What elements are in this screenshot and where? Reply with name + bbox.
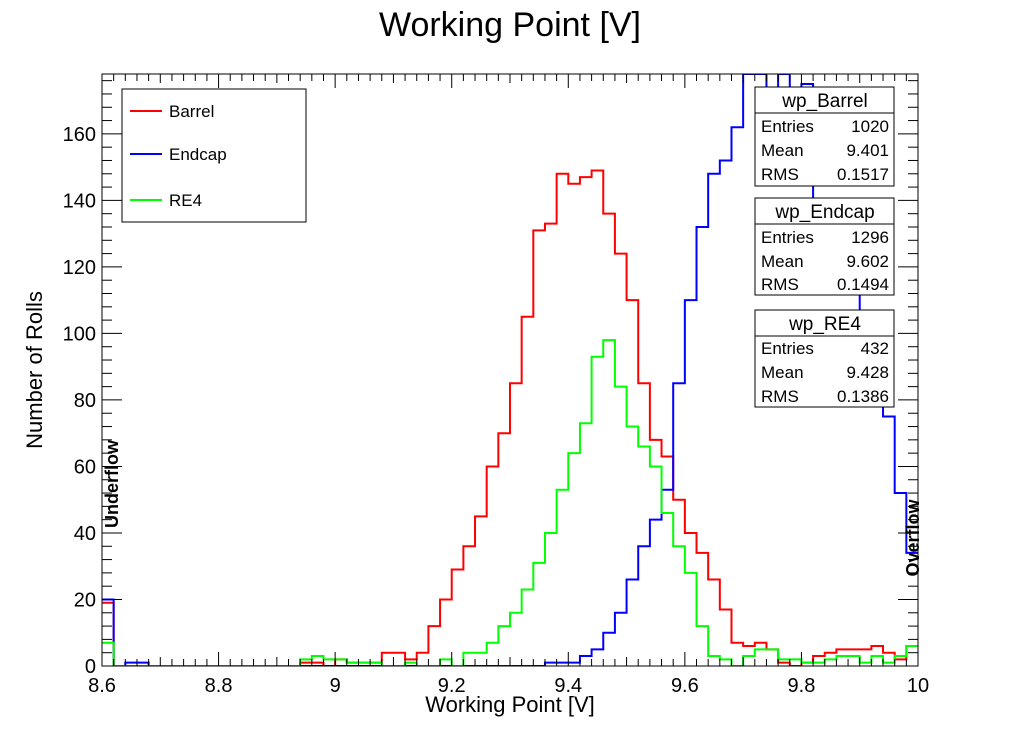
stats-box-re4: wp_RE4 Entries 432 Mean 9.428 RMS 0.1386 (754, 309, 895, 408)
stats-key-mean: Mean (761, 141, 804, 160)
stats-title-barrel: wp_Barrel (781, 91, 868, 112)
stats-value-entries: 1296 (851, 228, 889, 247)
x-tick-label: 8.6 (88, 675, 116, 697)
stats-value-entries: 432 (861, 339, 889, 358)
y-tick-label: 0 (85, 656, 96, 678)
stats-box-endcap: wp_Endcap Entries 1296 Mean 9.602 RMS 0.… (754, 197, 895, 296)
y-tick-label: 60 (74, 456, 96, 478)
x-tick-label: 9.2 (438, 675, 466, 697)
x-tick-label: 9 (330, 675, 341, 697)
stats-value-mean: 9.428 (846, 363, 889, 382)
stats-value-mean: 9.602 (846, 252, 889, 271)
x-tick-label: 9.4 (554, 675, 582, 697)
stats-key-rms: RMS (761, 165, 799, 184)
stats-key-mean: Mean (761, 363, 804, 382)
stats-key-entries: Entries (761, 117, 814, 136)
underflow-label: Underflow (102, 439, 122, 528)
stats-key-mean: Mean (761, 252, 804, 271)
stats-title-re4: wp_RE4 (788, 314, 861, 335)
axis-ticks: 8.6 8.8 9 9.2 9.4 9.6 9.8 100204060801001201401… (63, 74, 929, 697)
stats-value-rms: 0.1386 (837, 387, 889, 406)
legend-label-endcap: Endcap (169, 145, 227, 164)
legend-label-barrel: Barrel (169, 102, 214, 121)
stats-value-rms: 0.1517 (837, 165, 889, 184)
y-tick-label: 120 (63, 257, 96, 279)
stats-title-endcap: wp_Endcap (774, 202, 874, 223)
y-tick-label: 100 (63, 323, 96, 345)
legend: Barrel Endcap RE4 (121, 88, 307, 223)
stats-key-rms: RMS (761, 275, 799, 294)
stats-value-entries: 1020 (851, 117, 889, 136)
stats-key-entries: Entries (761, 228, 814, 247)
chart-title: Working Point [V] (379, 6, 641, 44)
y-tick-label: 20 (74, 589, 96, 611)
x-tick-label: 8.8 (205, 675, 233, 697)
x-tick-label: 9.8 (788, 675, 816, 697)
stats-key-entries: Entries (761, 339, 814, 358)
y-tick-label: 80 (74, 390, 96, 412)
stats-box-barrel: wp_Barrel Entries 1020 Mean 9.401 RMS 0.… (754, 86, 895, 187)
x-tick-label: 9.6 (671, 675, 699, 697)
stats-value-rms: 0.1494 (837, 275, 889, 294)
y-tick-label: 160 (63, 124, 96, 146)
x-axis-title: Working Point [V] (425, 692, 595, 717)
y-tick-label: 140 (63, 190, 96, 212)
overflow-label: Overflow (903, 498, 923, 576)
y-axis-title: Number of Rolls (22, 291, 47, 449)
stats-key-rms: RMS (761, 387, 799, 406)
legend-label-re4: RE4 (169, 191, 202, 210)
x-tick-label: 10 (907, 675, 929, 697)
y-tick-label: 40 (74, 523, 96, 545)
stats-value-mean: 9.401 (846, 141, 889, 160)
